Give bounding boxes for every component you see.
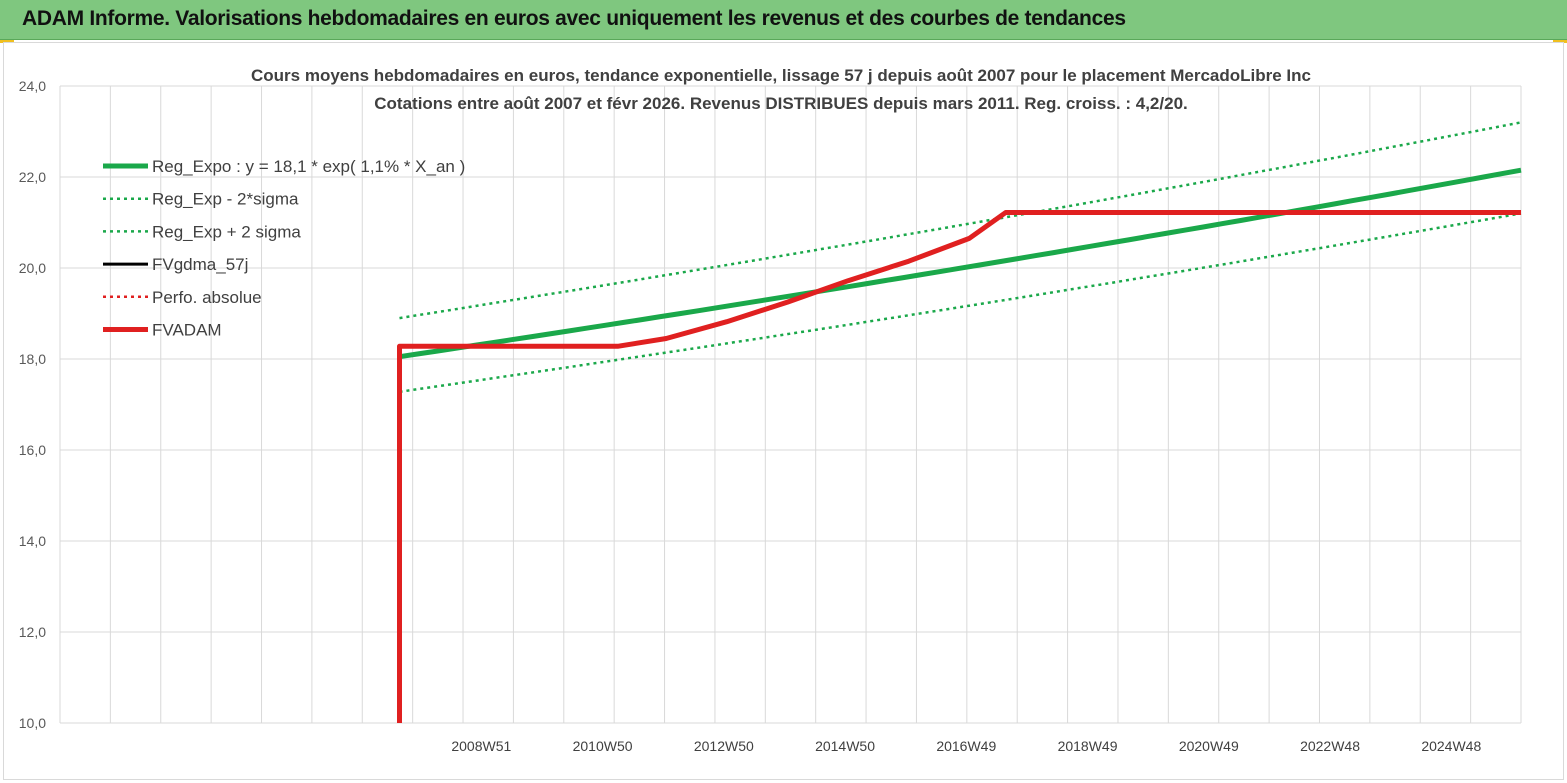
y-tick-label: 22,0 [19,169,46,185]
legend: Reg_Expo : y = 18,1 * exp( 1,1% * X_an )… [103,157,465,340]
y-tick-label: 14,0 [19,533,46,549]
series-layer [397,121,1522,723]
y-tick-label: 12,0 [19,624,46,640]
x-tick-label: 2014W50 [815,738,875,754]
legend-label: Reg_Exp - 2*sigma [152,190,299,209]
report-title: ADAM Informe. Valorisations hebdomadaire… [22,7,1126,30]
legend-label: FVADAM [152,321,222,340]
y-tick-label: 10,0 [19,715,46,731]
y-tick-label: 24,0 [19,78,46,94]
frame-corner-marker [0,40,14,43]
grid-layer [59,85,1522,724]
y-tick-label: 16,0 [19,442,46,458]
chart-title: Cours moyens hebdomadaires en euros, ten… [251,66,1311,85]
legend-label: FVgdma_57j [152,255,248,274]
x-tick-label: 2018W49 [1058,738,1118,754]
x-axis: 2008W51 2010W50 2012W50 2014W50 2016W49 2018W… [451,738,1481,754]
x-tick-label: 2016W49 [936,738,996,754]
legend-label: Reg_Expo : y = 18,1 * exp( 1,1% * X_an ) [152,157,465,176]
y-tick-label: 20,0 [19,260,46,276]
x-tick-label: 2010W50 [573,738,633,754]
y-axis: 10,0 12,0 14,0 16,0 18,0 20,0 22,0 24,0 [19,78,46,731]
report-banner: ADAM Informe. Valorisations hebdomadaire… [0,0,1567,40]
series-line-reg-expo [399,167,1522,360]
frame-corner-marker [1553,40,1567,43]
y-tick-label: 18,0 [19,351,46,367]
x-tick-label: 2024W48 [1421,738,1481,754]
x-tick-label: 2012W50 [694,738,754,754]
series-line-reg-exp-plus-2sigma [399,121,1522,320]
chart-subtitle: Cotations entre août 2007 et févr 2026. … [374,94,1188,113]
series-line-fvadam [397,210,1521,723]
x-tick-label: 2022W48 [1300,738,1360,754]
legend-label: Reg_Exp + 2 sigma [152,222,301,241]
chart-frame [3,42,1564,780]
series-line-reg-exp-minus-2sigma [399,212,1522,394]
x-tick-label: 2020W49 [1179,738,1239,754]
x-tick-label: 2008W51 [451,738,511,754]
legend-label: Perfo. absolue [152,288,262,307]
